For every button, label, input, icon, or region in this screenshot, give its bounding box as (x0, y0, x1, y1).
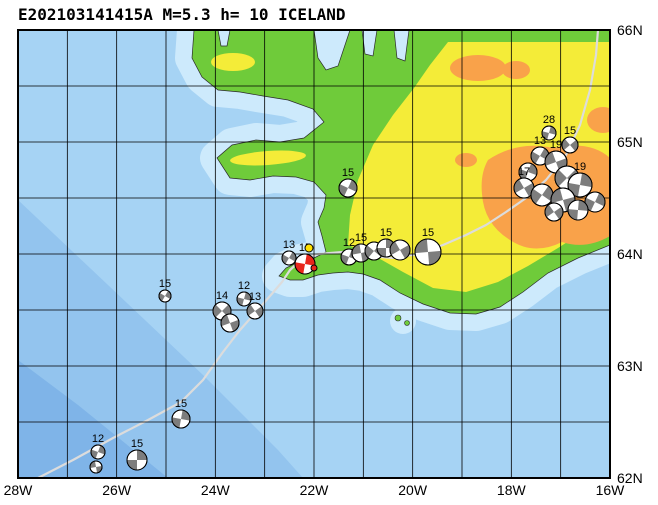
focal-mechanism-beachball: 12 (90, 433, 106, 460)
focal-mechanism-beachball (584, 191, 606, 213)
grid-layer (18, 30, 610, 478)
highland-orange-north2 (502, 61, 530, 79)
event-day-label: 12 (92, 433, 104, 445)
event-day-label: 15 (564, 125, 576, 137)
focal-mechanism-beachball: 28 (541, 114, 557, 141)
lat-axis-label: 63N (617, 358, 643, 374)
event-day-label: 15 (380, 227, 392, 239)
red-epicenter-dot (310, 264, 318, 272)
focal-mechanism-beachball (389, 239, 411, 261)
event-day-label: 15 (422, 227, 434, 239)
event-day-label: 15 (342, 167, 354, 179)
focal-mechanism-beachball (567, 199, 589, 221)
highland-orange-small (455, 153, 477, 167)
lon-axis-label: 26W (102, 482, 132, 498)
ocean-deep (18, 360, 168, 478)
lat-axis-label: 65N (617, 134, 643, 150)
map-title: E202103141415A M=5.3 h= 10 ICELAND (18, 5, 346, 24)
yellow-epicenter-dot (304, 243, 314, 253)
islands-shelf (390, 308, 416, 334)
highland-orange-east (587, 107, 610, 133)
event-day-label: 19 (574, 161, 586, 173)
focal-mechanism-beachball: 15 (126, 438, 148, 471)
highland-yellow-snaefellsnes (230, 150, 306, 166)
events-layer: 1215151514121313151215151515281513191719 (89, 114, 606, 474)
event-day-label: 15 (159, 278, 171, 290)
lon-axis-label: 24W (201, 482, 231, 498)
highland-orange-north (450, 55, 506, 81)
focal-mechanism-beachball: 15 (338, 167, 358, 198)
lon-axis-label: 22W (300, 482, 330, 498)
focal-mechanism-beachball: 15 (171, 398, 191, 429)
map-plot: 1215151514121313151215151515281513191719 (17, 29, 611, 479)
event-day-label: 15 (355, 232, 367, 244)
focal-mechanism-beachball: 17 (513, 166, 535, 199)
lat-axis-label: 62N (617, 470, 643, 486)
highland-yellow-westfjords (211, 53, 255, 71)
lon-axis-label: 16W (596, 482, 626, 498)
axis-labels: 28W 26W 24W 22W 20W 18W 16W 66N 65N 64N 63N 62N (4, 22, 643, 498)
ocean-mid-depth (18, 200, 303, 478)
focal-mechanism-beachball (89, 460, 103, 474)
map-frame (17, 29, 611, 479)
lon-axis-label: 20W (398, 482, 428, 498)
lat-axis-label: 66N (617, 22, 643, 38)
vestmannaeyjar-island (394, 314, 402, 322)
focal-mechanism-beachball: 13 (530, 135, 550, 166)
focal-mechanism-beachball (530, 183, 554, 207)
focal-mechanism-beachball: 12 (236, 280, 252, 307)
event-day-label: 13 (249, 291, 261, 303)
focal-mechanism-beachball: 15 (414, 227, 442, 266)
lat-axis-label: 64N (617, 246, 643, 262)
event-day-label: 13 (534, 135, 546, 147)
focal-mechanism-beachball (544, 202, 564, 222)
event-day-label: 12 (238, 280, 250, 292)
event-day-label: 28 (543, 114, 555, 126)
event-day-label: 15 (131, 438, 143, 450)
event-day-label: 12 (343, 237, 355, 249)
event-day-label: 17 (518, 166, 530, 178)
vestmannaeyjar-island (404, 320, 410, 326)
focal-mechanism-beachball: 19 (567, 161, 593, 198)
lon-axis-label: 28W (4, 482, 34, 498)
focal-mechanism-beachball (518, 162, 538, 182)
event-day-label: 15 (175, 398, 187, 410)
event-day-label: 14 (216, 290, 228, 302)
focal-mechanism-beachball (220, 313, 240, 333)
event-day-label: 19 (550, 139, 562, 151)
focal-mechanism-beachball: 13 (246, 291, 264, 320)
focal-mechanism-beachball: 13 (281, 239, 297, 266)
focal-mechanism-beachball: 15 (158, 278, 172, 303)
lon-axis-label: 18W (497, 482, 527, 498)
event-day-label: 13 (283, 239, 295, 251)
focal-mechanism-beachball: 15 (561, 125, 579, 154)
